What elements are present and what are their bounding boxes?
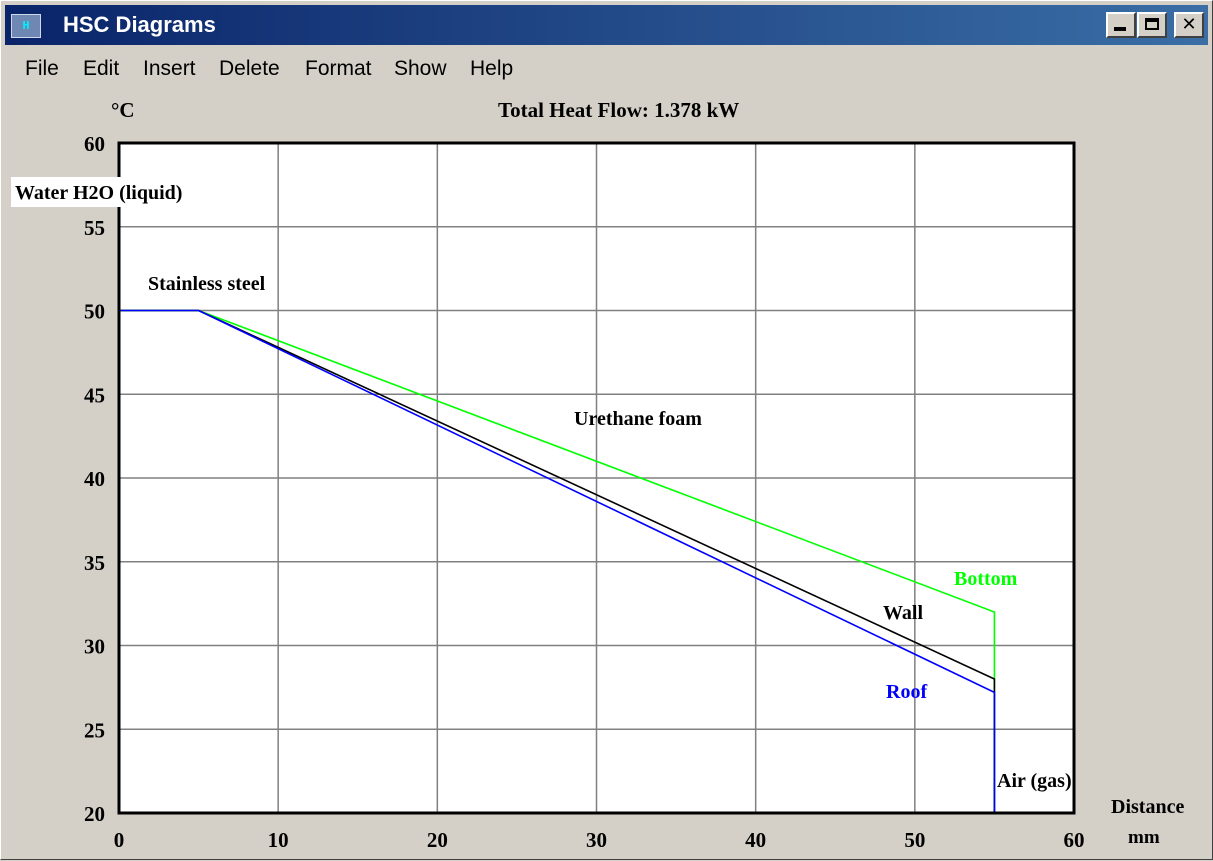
maximize-button[interactable] bbox=[1137, 12, 1167, 38]
water-label-bg bbox=[11, 177, 237, 207]
chart-title: Total Heat Flow: 1.378 kW bbox=[498, 98, 739, 122]
y-tick-label: 45 bbox=[84, 383, 105, 407]
y-tick-label: 35 bbox=[84, 551, 105, 575]
menu-file[interactable]: File bbox=[25, 57, 59, 80]
series-label-bottom: Bottom bbox=[954, 568, 1018, 590]
close-icon: ✕ bbox=[1181, 14, 1197, 35]
series-lines bbox=[119, 309, 996, 813]
y-tick-label: 25 bbox=[84, 718, 105, 742]
menu-delete[interactable]: Delete bbox=[219, 57, 280, 80]
y-axis-unit: °C bbox=[111, 98, 135, 122]
menu-insert[interactable]: Insert bbox=[143, 57, 196, 80]
series-line-roof bbox=[119, 309, 996, 813]
x-tick-label: 20 bbox=[427, 828, 448, 852]
y-tick-label: 55 bbox=[84, 216, 105, 240]
x-tick-label: 0 bbox=[114, 828, 125, 852]
menu-bar: File Edit Insert Delete Format Show Help bbox=[5, 53, 1205, 85]
y-tick-label: 40 bbox=[84, 467, 105, 491]
x-tick-label: 10 bbox=[268, 828, 289, 852]
y-tick-label: 60 bbox=[84, 132, 105, 156]
layer-label-air: Air (gas) bbox=[997, 770, 1072, 792]
window-title: HSC Diagrams bbox=[63, 12, 216, 37]
layer-label-foam: Urethane foam bbox=[574, 408, 702, 430]
y-tick-label: 20 bbox=[84, 802, 105, 826]
x-tick-label: 50 bbox=[904, 828, 925, 852]
plot-border bbox=[117, 141, 1076, 815]
minimize-button[interactable] bbox=[1106, 12, 1136, 38]
series-label-wall: Wall bbox=[883, 602, 923, 624]
maximize-icon bbox=[1145, 18, 1159, 30]
x-axis-label: Distance bbox=[1111, 796, 1184, 818]
x-tick-label: 40 bbox=[745, 828, 766, 852]
menu-help[interactable]: Help bbox=[470, 57, 514, 80]
grid bbox=[119, 143, 1074, 813]
menu-format[interactable]: Format bbox=[305, 57, 372, 80]
tick-labels: 0 10 20 30 40 50 60 20 25 30 35 40 45 50 55 60 bbox=[84, 132, 1085, 852]
menu-show[interactable]: Show bbox=[394, 57, 447, 80]
y-tick-label: 30 bbox=[84, 635, 105, 659]
minimize-icon bbox=[1114, 27, 1126, 31]
x-tick-label: 30 bbox=[586, 828, 607, 852]
menu-edit[interactable]: Edit bbox=[83, 57, 120, 80]
layer-label-water: Water H2O (liquid) bbox=[15, 182, 182, 204]
app-icon: H bbox=[11, 14, 41, 38]
y-tick-label: 50 bbox=[84, 300, 105, 324]
title-bar[interactable]: H HSC Diagrams ✕ bbox=[5, 5, 1208, 45]
x-tick-label: 60 bbox=[1064, 828, 1085, 852]
series-label-roof: Roof bbox=[886, 681, 927, 703]
close-button[interactable]: ✕ bbox=[1174, 12, 1204, 38]
layer-label-steel: Stainless steel bbox=[148, 273, 266, 295]
x-axis-unit: mm bbox=[1128, 827, 1160, 848]
